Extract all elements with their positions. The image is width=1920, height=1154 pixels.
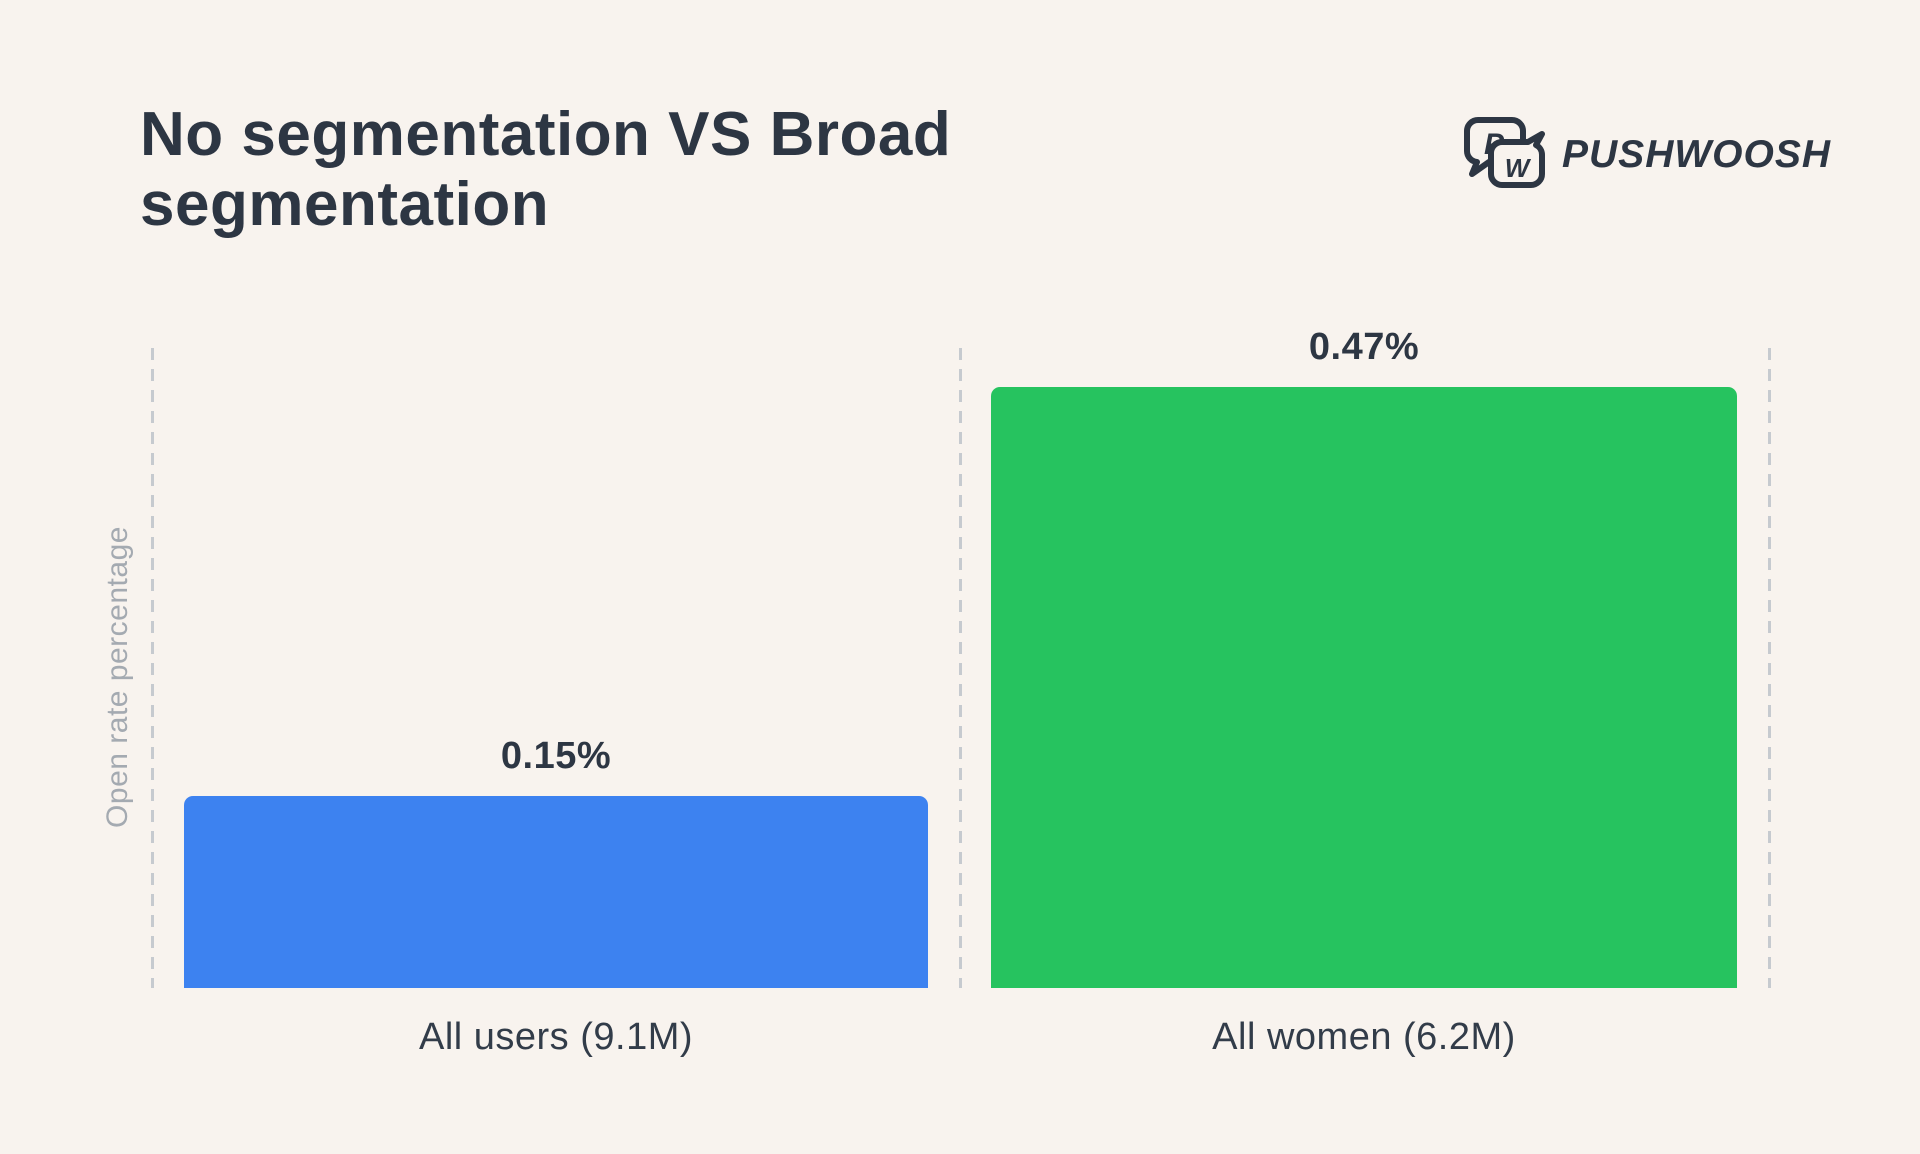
pushwoosh-logo-icon: P W xyxy=(1463,117,1545,188)
bar-chart: 0.15% All users (9.1M) 0.47% All women (… xyxy=(0,326,1920,1058)
pushwoosh-logo: P W PUSHWOOSH xyxy=(1462,116,1831,190)
dashed-gridline-right xyxy=(1768,348,1771,988)
bar-all-users xyxy=(184,796,928,988)
dashed-gridline-left xyxy=(151,348,154,988)
x-axis-label-all-users: All users (9.1M) xyxy=(418,1016,694,1058)
bar-value-label-all-users: 0.15% xyxy=(500,735,612,777)
y-axis-label: Open rate percentage xyxy=(101,526,134,828)
dashed-gridline-middle xyxy=(959,348,962,988)
page-title: No segmentation VS Broad segmentation xyxy=(140,100,952,239)
bar-value-label-all-women: 0.47% xyxy=(1308,326,1420,368)
x-axis-label-all-women: All women (6.2M) xyxy=(1212,1016,1516,1058)
logo-letter-w: W xyxy=(1505,153,1532,183)
pushwoosh-logo-text: PUSHWOOSH xyxy=(1562,133,1832,176)
bar-all-women xyxy=(991,387,1737,988)
